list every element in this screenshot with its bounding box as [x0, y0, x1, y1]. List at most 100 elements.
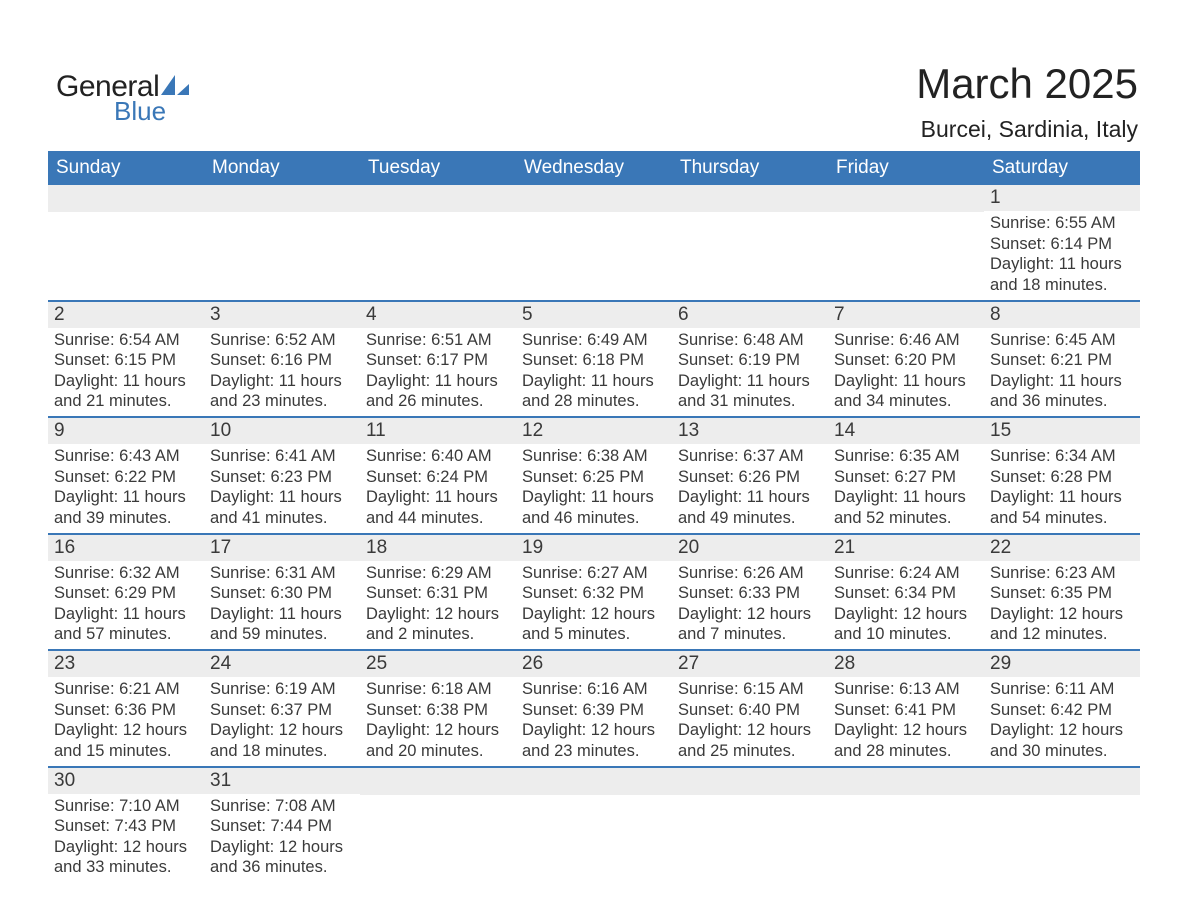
- day-cell-10: 10Sunrise: 6:41 AMSunset: 6:23 PMDayligh…: [204, 418, 360, 533]
- sunrise-line: Sunrise: 6:15 AM: [678, 679, 822, 700]
- day-data: Sunrise: 6:48 AMSunset: 6:19 PMDaylight:…: [678, 328, 822, 413]
- day-cell-22: 22Sunrise: 6:23 AMSunset: 6:35 PMDayligh…: [984, 535, 1140, 650]
- day-cell-empty: [984, 768, 1140, 883]
- daylight-line: Daylight: 12 hours and 28 minutes.: [834, 720, 978, 761]
- daylight-line: Daylight: 12 hours and 33 minutes.: [54, 837, 198, 878]
- day-data: Sunrise: 6:24 AMSunset: 6:34 PMDaylight:…: [834, 561, 978, 646]
- day-number: 20: [672, 535, 828, 561]
- sunset-line: Sunset: 6:19 PM: [678, 350, 822, 371]
- daylight-line: Daylight: 11 hours and 59 minutes.: [210, 604, 354, 645]
- day-data: Sunrise: 6:37 AMSunset: 6:26 PMDaylight:…: [678, 444, 822, 529]
- day-data: Sunrise: 6:55 AMSunset: 6:14 PMDaylight:…: [990, 211, 1134, 296]
- day-cell-empty: [672, 768, 828, 883]
- day-data: Sunrise: 6:41 AMSunset: 6:23 PMDaylight:…: [210, 444, 354, 529]
- day-cell-13: 13Sunrise: 6:37 AMSunset: 6:26 PMDayligh…: [672, 418, 828, 533]
- sunrise-line: Sunrise: 6:29 AM: [366, 563, 510, 584]
- day-cell-15: 15Sunrise: 6:34 AMSunset: 6:28 PMDayligh…: [984, 418, 1140, 533]
- day-data: Sunrise: 6:40 AMSunset: 6:24 PMDaylight:…: [366, 444, 510, 529]
- weekday-friday: Friday: [828, 151, 984, 185]
- sunrise-line: Sunrise: 6:45 AM: [990, 330, 1134, 351]
- day-number: 17: [204, 535, 360, 561]
- day-number: 31: [204, 768, 360, 794]
- day-number-empty: [828, 185, 984, 212]
- calendar: SundayMondayTuesdayWednesdayThursdayFrid…: [48, 151, 1140, 882]
- day-data: Sunrise: 6:21 AMSunset: 6:36 PMDaylight:…: [54, 677, 198, 762]
- day-number: 11: [360, 418, 516, 444]
- daylight-line: Daylight: 12 hours and 25 minutes.: [678, 720, 822, 761]
- daylight-line: Daylight: 11 hours and 28 minutes.: [522, 371, 666, 412]
- daylight-line: Daylight: 11 hours and 49 minutes.: [678, 487, 822, 528]
- day-cell-7: 7Sunrise: 6:46 AMSunset: 6:20 PMDaylight…: [828, 302, 984, 417]
- day-number: 23: [48, 651, 204, 677]
- day-cell-empty: [828, 185, 984, 300]
- sunrise-line: Sunrise: 6:31 AM: [210, 563, 354, 584]
- weekday-thursday: Thursday: [672, 151, 828, 185]
- sunrise-line: Sunrise: 6:18 AM: [366, 679, 510, 700]
- sunrise-line: Sunrise: 6:26 AM: [678, 563, 822, 584]
- sunset-line: Sunset: 6:24 PM: [366, 467, 510, 488]
- day-data: Sunrise: 6:18 AMSunset: 6:38 PMDaylight:…: [366, 677, 510, 762]
- sunset-line: Sunset: 6:41 PM: [834, 700, 978, 721]
- title-block: March 2025 Burcei, Sardinia, Italy: [916, 40, 1138, 143]
- sunset-line: Sunset: 6:29 PM: [54, 583, 198, 604]
- daylight-line: Daylight: 11 hours and 18 minutes.: [990, 254, 1134, 295]
- daylight-line: Daylight: 12 hours and 15 minutes.: [54, 720, 198, 761]
- sunrise-line: Sunrise: 6:48 AM: [678, 330, 822, 351]
- day-number: 4: [360, 302, 516, 328]
- logo-text-blue: Blue: [114, 96, 189, 127]
- sunset-line: Sunset: 6:32 PM: [522, 583, 666, 604]
- day-number-empty: [516, 768, 672, 795]
- day-number: 25: [360, 651, 516, 677]
- daylight-line: Daylight: 11 hours and 39 minutes.: [54, 487, 198, 528]
- sunset-line: Sunset: 6:36 PM: [54, 700, 198, 721]
- day-data: Sunrise: 6:16 AMSunset: 6:39 PMDaylight:…: [522, 677, 666, 762]
- sunrise-line: Sunrise: 6:51 AM: [366, 330, 510, 351]
- day-data: Sunrise: 6:23 AMSunset: 6:35 PMDaylight:…: [990, 561, 1134, 646]
- week-row: 30Sunrise: 7:10 AMSunset: 7:43 PMDayligh…: [48, 768, 1140, 883]
- sunrise-line: Sunrise: 6:24 AM: [834, 563, 978, 584]
- daylight-line: Daylight: 11 hours and 31 minutes.: [678, 371, 822, 412]
- day-number: 29: [984, 651, 1140, 677]
- day-data: Sunrise: 6:11 AMSunset: 6:42 PMDaylight:…: [990, 677, 1134, 762]
- day-cell-29: 29Sunrise: 6:11 AMSunset: 6:42 PMDayligh…: [984, 651, 1140, 766]
- weekday-sunday: Sunday: [48, 151, 204, 185]
- sunset-line: Sunset: 6:21 PM: [990, 350, 1134, 371]
- sunrise-line: Sunrise: 6:40 AM: [366, 446, 510, 467]
- day-number: 10: [204, 418, 360, 444]
- sunset-line: Sunset: 6:39 PM: [522, 700, 666, 721]
- day-number: 16: [48, 535, 204, 561]
- day-cell-19: 19Sunrise: 6:27 AMSunset: 6:32 PMDayligh…: [516, 535, 672, 650]
- day-data: Sunrise: 6:38 AMSunset: 6:25 PMDaylight:…: [522, 444, 666, 529]
- day-cell-empty: [48, 185, 204, 300]
- logo: General Blue: [56, 70, 189, 127]
- day-data: Sunrise: 6:26 AMSunset: 6:33 PMDaylight:…: [678, 561, 822, 646]
- daylight-line: Daylight: 12 hours and 23 minutes.: [522, 720, 666, 761]
- day-number: 1: [984, 185, 1140, 211]
- sunrise-line: Sunrise: 6:27 AM: [522, 563, 666, 584]
- sunrise-line: Sunrise: 6:37 AM: [678, 446, 822, 467]
- daylight-line: Daylight: 11 hours and 21 minutes.: [54, 371, 198, 412]
- day-number: 26: [516, 651, 672, 677]
- day-number: 18: [360, 535, 516, 561]
- day-cell-14: 14Sunrise: 6:35 AMSunset: 6:27 PMDayligh…: [828, 418, 984, 533]
- daylight-line: Daylight: 12 hours and 12 minutes.: [990, 604, 1134, 645]
- day-cell-empty: [516, 185, 672, 300]
- sunrise-line: Sunrise: 6:35 AM: [834, 446, 978, 467]
- sunrise-line: Sunrise: 6:13 AM: [834, 679, 978, 700]
- daylight-line: Daylight: 11 hours and 46 minutes.: [522, 487, 666, 528]
- day-data: Sunrise: 6:31 AMSunset: 6:30 PMDaylight:…: [210, 561, 354, 646]
- page-subtitle: Burcei, Sardinia, Italy: [916, 116, 1138, 143]
- sunrise-line: Sunrise: 6:52 AM: [210, 330, 354, 351]
- day-number: 6: [672, 302, 828, 328]
- daylight-line: Daylight: 12 hours and 5 minutes.: [522, 604, 666, 645]
- day-cell-3: 3Sunrise: 6:52 AMSunset: 6:16 PMDaylight…: [204, 302, 360, 417]
- sunrise-line: Sunrise: 6:19 AM: [210, 679, 354, 700]
- day-number: 22: [984, 535, 1140, 561]
- day-number-empty: [672, 768, 828, 795]
- day-number: 2: [48, 302, 204, 328]
- sunset-line: Sunset: 7:43 PM: [54, 816, 198, 837]
- day-cell-1: 1Sunrise: 6:55 AMSunset: 6:14 PMDaylight…: [984, 185, 1140, 300]
- header-row: General Blue March 2025 Burcei, Sardinia…: [48, 40, 1140, 143]
- day-number: 28: [828, 651, 984, 677]
- day-number-empty: [48, 185, 204, 212]
